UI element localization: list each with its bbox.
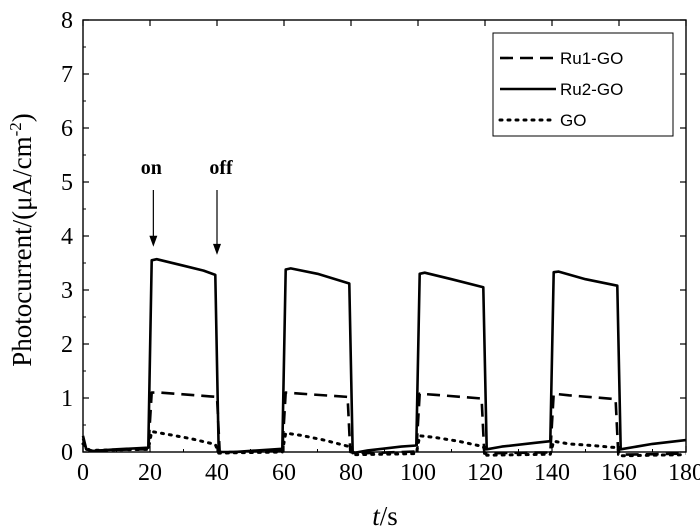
y-tick-label: 2 xyxy=(61,332,73,358)
y-axis-title-sup: -2 xyxy=(6,122,25,136)
x-tick-label: 100 xyxy=(400,460,436,486)
x-tick-label: 160 xyxy=(601,460,637,486)
x-tick-label: 60 xyxy=(272,460,296,486)
x-tick-label: 80 xyxy=(339,460,363,486)
y-axis-title-main: Photocurrent/(μA/cm xyxy=(7,136,37,366)
legend-label-ru2-go: Ru2-GO xyxy=(560,80,623,99)
x-tick-label: 140 xyxy=(534,460,570,486)
legend-label-go: GO xyxy=(560,111,586,130)
annotation-arrowhead-off xyxy=(213,243,221,255)
x-axis-title-italic: t xyxy=(372,501,381,530)
x-tick-label: 40 xyxy=(205,460,229,486)
y-tick-label: 3 xyxy=(61,278,73,304)
y-tick-label: 6 xyxy=(61,116,73,142)
annotation-layer: on off xyxy=(141,157,233,255)
series-layer xyxy=(81,257,688,458)
legend-box xyxy=(492,32,674,137)
y-tick-label: 1 xyxy=(61,386,73,412)
y-axis-title-close: ) xyxy=(7,113,37,122)
y-tick-label: 7 xyxy=(61,62,73,88)
y-axis-title: Photocurrent/(μA/cm-2) xyxy=(6,113,37,367)
axis-ticks: 0 20 40 60 80 100 120 140 160 180 0 1 2 3 4 5 6 7 8 xyxy=(61,8,700,486)
annotation-on: on xyxy=(141,157,162,179)
x-tick-label: 20 xyxy=(138,460,162,486)
y-tick-label: 0 xyxy=(61,440,73,466)
y-tick-label: 4 xyxy=(61,224,73,250)
annotation-off: off xyxy=(209,157,233,179)
x-axis-title-rest: /s xyxy=(380,501,398,530)
y-tick-label: 8 xyxy=(61,8,73,34)
y-tick-label: 5 xyxy=(61,170,73,196)
annotation-arrowhead-on xyxy=(149,235,158,247)
x-tick-label: 120 xyxy=(467,460,503,486)
x-tick-label: 0 xyxy=(77,460,89,486)
x-tick-label: 180 xyxy=(668,460,700,486)
legend-label-ru1-go: Ru1-GO xyxy=(560,49,623,68)
x-axis-title: t/s xyxy=(372,501,398,530)
series-line-ru2-go xyxy=(81,257,687,455)
legend: Ru1-GO Ru2-GO GO xyxy=(492,32,674,137)
series-line-go xyxy=(81,430,688,458)
